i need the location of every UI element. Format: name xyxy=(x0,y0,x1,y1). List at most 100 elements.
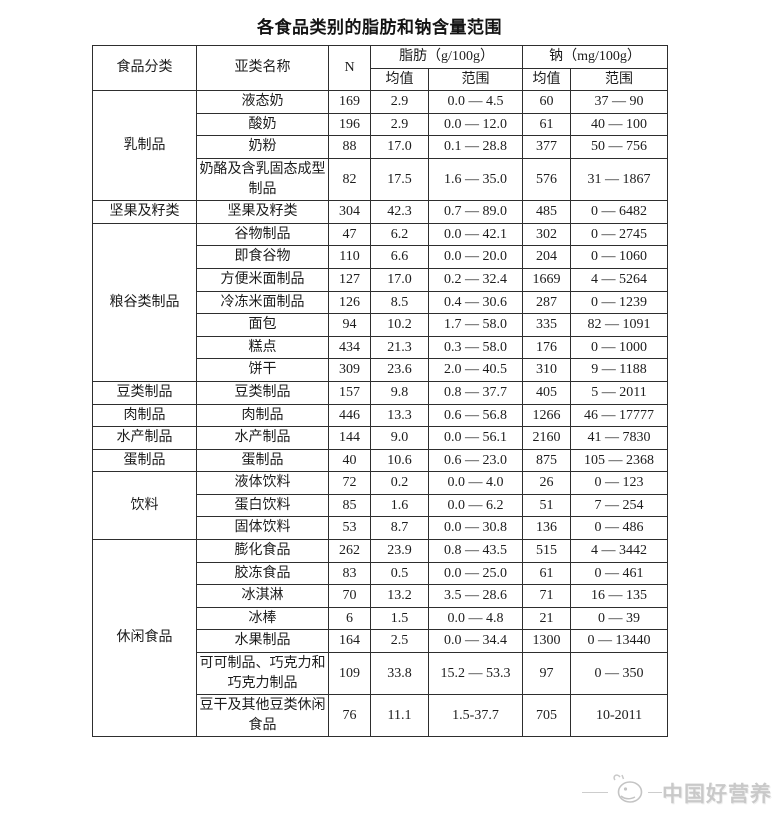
header-fat-mean: 均值 xyxy=(370,67,429,92)
n-cell: 434 xyxy=(328,335,371,360)
fat-range-cell: 0.0 — 20.0 xyxy=(427,245,524,269)
table-row: 奶酪及含乳固态成型制品 82 17.5 1.6 — 35.0 576 31 — 1867 xyxy=(93,157,669,202)
category-cell: 休闲食品 xyxy=(92,539,197,738)
fat-mean-cell: 17.0 xyxy=(370,267,429,292)
sodium-range-cell: 4 — 5264 xyxy=(570,267,669,292)
fat-range-cell: 15.2 — 53.3 xyxy=(427,652,524,696)
sodium-mean-cell: 405 xyxy=(522,380,572,405)
fat-range-cell: 0.8 — 37.7 xyxy=(427,380,524,405)
n-cell: 94 xyxy=(328,313,371,337)
table-row: 粮谷类制品 谷物制品 47 6.2 0.0 — 42.1 302 0 — 2745 xyxy=(92,222,669,382)
sodium-mean-cell: 136 xyxy=(522,516,572,541)
table-row: 饮料 液体饮料 72 0.2 0.0 — 4.0 26 0 — 123 xyxy=(92,471,669,541)
subcategory-cell: 膨化食品 xyxy=(196,539,329,563)
sodium-range-cell: 7 — 254 xyxy=(570,493,669,518)
category-cell: 乳制品 xyxy=(92,90,197,202)
header-sodium-range: 范围 xyxy=(570,67,669,92)
header-fat: 脂肪（g/100g） xyxy=(369,45,524,69)
subcategory-cell: 豆类制品 xyxy=(196,380,329,405)
n-cell: 126 xyxy=(328,290,371,315)
n-cell: 70 xyxy=(328,584,371,608)
sodium-range-cell: 82 — 1091 xyxy=(570,313,669,337)
table-row: 方便米面制品 127 17.0 0.2 — 32.4 1669 4 — 5264 xyxy=(93,267,669,292)
n-cell: 110 xyxy=(328,245,371,269)
sodium-range-cell: 4 — 3442 xyxy=(570,539,669,563)
sodium-range-cell: 105 — 2368 xyxy=(570,448,669,473)
fat-mean-cell: 10.2 xyxy=(370,313,429,337)
n-cell: 53 xyxy=(328,516,371,541)
fat-range-cell: 0.6 — 23.0 xyxy=(427,448,524,473)
fat-mean-cell: 10.6 xyxy=(370,448,429,473)
n-cell: 6 xyxy=(328,606,371,631)
subcategory-cell: 蛋白饮料 xyxy=(196,493,329,518)
fat-mean-cell: 23.9 xyxy=(370,539,429,563)
sodium-mean-cell: 97 xyxy=(522,652,572,696)
sodium-mean-cell: 71 xyxy=(522,584,572,608)
sodium-mean-cell: 61 xyxy=(522,112,572,137)
table-row: 冰棒 6 1.5 0.0 — 4.8 21 0 — 39 xyxy=(93,606,669,631)
n-cell: 82 xyxy=(328,157,371,202)
sodium-range-cell: 0 — 350 xyxy=(570,652,669,696)
watermark-line xyxy=(582,792,608,793)
watermark-text: 中国好营养 xyxy=(662,781,772,806)
header-fat-range: 范围 xyxy=(427,67,524,92)
subcategory-cell: 奶粉 xyxy=(196,135,329,159)
n-cell: 72 xyxy=(328,471,371,495)
subcategory-cell: 饼干 xyxy=(196,358,329,382)
nutrition-table: 食品分类 亚类名称 N 脂肪（g/100g） 钠（mg/100g） 均值 范围 … xyxy=(92,44,669,738)
table-row: 豆干及其他豆类休闲食品 76 11.1 1.5-37.7 705 10-2011 xyxy=(93,694,669,738)
n-cell: 169 xyxy=(328,90,371,114)
sodium-mean-cell: 377 xyxy=(522,135,572,159)
table-row: 坚果及籽类 坚果及籽类 304 42.3 0.7 — 89.0 485 0 — 6482 xyxy=(92,200,669,224)
header-row-2: 均值 范围 均值 范围 xyxy=(93,67,669,92)
fat-mean-cell: 13.3 xyxy=(370,403,429,428)
subcategory-cell: 液态奶 xyxy=(196,90,329,114)
watermark-line xyxy=(648,792,662,793)
sodium-mean-cell: 2160 xyxy=(522,426,572,450)
mascot-icon xyxy=(608,772,648,813)
n-cell: 304 xyxy=(328,200,371,224)
header-row-1: 食品分类 亚类名称 N 脂肪（g/100g） 钠（mg/100g） xyxy=(92,44,669,92)
table-row: 豆类制品 豆类制品 157 9.8 0.8 — 37.7 405 5 — 2011 xyxy=(92,380,669,405)
sodium-mean-cell: 576 xyxy=(522,157,572,202)
subcategory-cell: 冰棒 xyxy=(196,606,329,631)
fat-range-cell: 3.5 — 28.6 xyxy=(427,584,524,608)
category-cell: 肉制品 xyxy=(92,403,197,428)
table-row: 胶冻食品 83 0.5 0.0 — 25.0 61 0 — 461 xyxy=(93,561,669,586)
fat-mean-cell: 23.6 xyxy=(370,358,429,382)
fat-range-cell: 0.7 — 89.0 xyxy=(427,200,524,224)
sodium-range-cell: 40 — 100 xyxy=(570,112,669,137)
fat-mean-cell: 9.0 xyxy=(370,426,429,450)
fat-mean-cell: 9.8 xyxy=(370,380,429,405)
subcategory-cell: 方便米面制品 xyxy=(196,267,329,292)
sodium-range-cell: 31 — 1867 xyxy=(570,157,669,202)
sodium-range-cell: 37 — 90 xyxy=(570,90,669,114)
fat-range-cell: 0.0 — 42.1 xyxy=(427,222,524,247)
fat-range-cell: 0.6 — 56.8 xyxy=(427,403,524,428)
sodium-range-cell: 5 — 2011 xyxy=(570,380,669,405)
subcategory-cell: 蛋制品 xyxy=(196,448,329,473)
fat-range-cell: 0.0 — 6.2 xyxy=(427,493,524,518)
subcategory-cell: 肉制品 xyxy=(196,403,329,428)
subcategory-cell: 坚果及籽类 xyxy=(196,200,329,224)
fat-range-cell: 0.0 — 4.5 xyxy=(427,90,524,114)
sodium-range-cell: 0 — 1239 xyxy=(570,290,669,315)
fat-mean-cell: 17.0 xyxy=(370,135,429,159)
fat-range-cell: 0.0 — 34.4 xyxy=(427,629,524,654)
n-cell: 309 xyxy=(328,358,371,382)
subcategory-cell: 水产制品 xyxy=(196,426,329,450)
subcategory-cell: 固体饮料 xyxy=(196,516,329,541)
sodium-mean-cell: 310 xyxy=(522,358,572,382)
fat-range-cell: 0.1 — 28.8 xyxy=(427,135,524,159)
category-cell: 饮料 xyxy=(92,471,197,541)
n-cell: 157 xyxy=(328,380,371,405)
header-n: N xyxy=(328,44,371,92)
fat-mean-cell: 33.8 xyxy=(370,652,429,696)
header-category: 食品分类 xyxy=(92,44,197,92)
fat-mean-cell: 8.5 xyxy=(370,290,429,315)
fat-range-cell: 1.7 — 58.0 xyxy=(427,313,524,337)
subcategory-cell: 酸奶 xyxy=(196,112,329,137)
fat-range-cell: 0.4 — 30.6 xyxy=(427,290,524,315)
n-cell: 446 xyxy=(328,403,371,428)
sodium-mean-cell: 1669 xyxy=(522,267,572,292)
